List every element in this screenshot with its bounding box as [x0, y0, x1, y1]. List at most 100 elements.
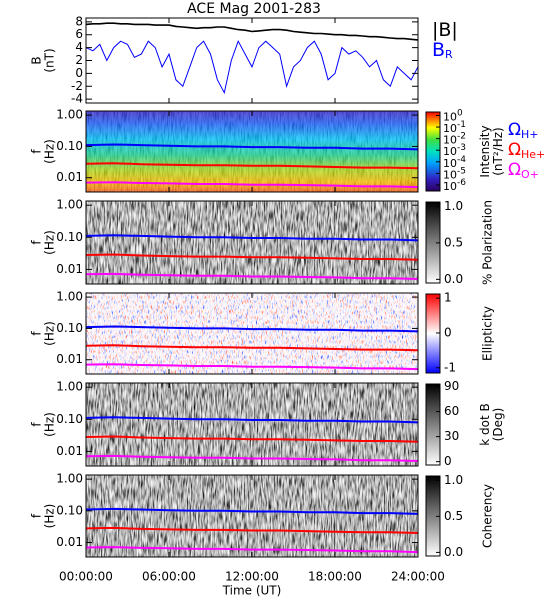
- spectrogram-texture: [86, 383, 418, 466]
- legend-entry: ΩH+: [508, 120, 539, 141]
- colorbar-tick-label: 0.0: [444, 545, 463, 559]
- legend-name: Ω: [508, 120, 521, 140]
- y-axis-label: f: [30, 240, 44, 245]
- legend-subscript: O+: [521, 168, 539, 181]
- series-line: [85, 39, 419, 95]
- colorbar-tick-exponent: -2: [457, 131, 466, 141]
- x-tick-label: 12:00:00: [225, 570, 279, 584]
- legend-subscript: He+: [521, 148, 545, 161]
- legend-subscript: R: [445, 48, 453, 61]
- colorbar-tick-label: 90: [444, 379, 459, 393]
- colorbar: [425, 293, 441, 374]
- y-axis-label: (nT): [43, 48, 57, 72]
- x-tick-label: 00:00:00: [59, 570, 113, 584]
- y-tick-label: 0.01: [56, 170, 83, 184]
- colorbar-label: % Polarization: [481, 200, 495, 285]
- spectrogram-texture: [86, 111, 418, 192]
- y-tick-label: 0.10: [56, 321, 83, 335]
- y-axis-label: (Hz): [43, 321, 57, 346]
- colorbar-tick-label: 10-4: [443, 154, 466, 170]
- colorbar-tick-label: 0: [444, 454, 452, 468]
- y-tick-label: 1.00: [56, 472, 83, 486]
- colorbar-tick-exponent: -6: [457, 177, 466, 187]
- series-line: [85, 325, 419, 333]
- y-axis-label: (Hz): [43, 504, 57, 529]
- y-axis-label: f: [30, 422, 44, 427]
- y-tick-label: 6: [75, 27, 83, 41]
- colorbar-tick-label: 1.0: [444, 473, 463, 487]
- colorbar-label: Coherency: [481, 484, 495, 548]
- colorbar-tick-label: 0.5: [444, 235, 463, 249]
- series-line: [85, 181, 419, 189]
- series-line: [85, 272, 419, 280]
- x-tick-label: 18:00:00: [308, 570, 362, 584]
- legend-subscript: H+: [521, 128, 539, 141]
- legend-name: Ω: [508, 140, 521, 160]
- legend-entry: BR: [432, 39, 453, 62]
- series-line: [85, 546, 419, 554]
- series-line: [85, 22, 419, 41]
- colorbar-label: (Deg): [491, 408, 505, 442]
- colorbar-tick-label: 0.5: [444, 509, 463, 523]
- colorbar-tick-base: 10: [443, 168, 457, 181]
- series-line: [85, 253, 419, 261]
- y-tick-label: 0.10: [56, 139, 83, 153]
- x-tick-label: 06:00:00: [142, 570, 196, 584]
- y-axis-label: (Hz): [43, 139, 57, 164]
- y-tick-label: 0.01: [56, 535, 83, 549]
- legend-entry: |B|: [432, 19, 458, 41]
- y-tick-label: 1.00: [56, 108, 83, 122]
- colorbar-tick-base: 10: [443, 110, 457, 123]
- y-tick-label: -2: [71, 79, 83, 93]
- legend-entry: ΩHe+: [508, 140, 545, 161]
- y-tick-label: 0.01: [56, 262, 83, 276]
- series-line: [85, 363, 419, 371]
- colorbar-label: Intensity: [478, 125, 492, 177]
- y-tick-label: 0.01: [56, 444, 83, 458]
- series-line: [85, 416, 419, 424]
- series-line: [85, 234, 419, 242]
- legend-name: B: [432, 39, 445, 61]
- colorbar-tick-label: 0: [444, 325, 452, 339]
- colorbar-tick-exponent: 0: [457, 108, 463, 118]
- colorbar-label: Ellipticity: [481, 306, 495, 361]
- legend-name: Ω: [508, 160, 521, 180]
- y-tick-label: 0: [75, 66, 83, 80]
- y-axis-label: f: [30, 513, 44, 518]
- colorbar-tick-label: 10-2: [443, 131, 466, 147]
- series-line: [85, 143, 419, 151]
- colorbar-tick-exponent: -1: [457, 120, 466, 130]
- colorbar-tick-exponent: -5: [457, 166, 466, 176]
- colorbar-tick-base: 10: [443, 134, 457, 147]
- colorbar-tick-label: 10-6: [443, 177, 466, 193]
- colorbar-tick-exponent: -3: [457, 143, 466, 153]
- y-axis-label: f: [30, 331, 44, 336]
- y-tick-label: 1.00: [56, 198, 83, 212]
- y-tick-label: 0.01: [56, 352, 83, 366]
- legend-entry: ΩO+: [508, 160, 539, 181]
- colorbar-tick-label: 10-5: [443, 166, 466, 182]
- series-line: [85, 344, 419, 352]
- colorbar-tick-label: -1: [444, 360, 456, 374]
- legend-name: |B|: [432, 19, 458, 41]
- colorbar: [425, 383, 441, 466]
- spectrogram-texture: [86, 475, 418, 557]
- series-line: [85, 526, 419, 534]
- colorbar-tick-label: 1.0: [444, 199, 463, 213]
- series-line: [85, 435, 419, 443]
- colorbar-tick-label: 10-1: [443, 120, 466, 136]
- colorbar: [425, 111, 441, 192]
- colorbar-label: k dot B: [478, 403, 492, 445]
- colorbar-tick-base: 10: [443, 180, 457, 193]
- colorbar-label: (nT²/Hz): [491, 127, 505, 175]
- series-line: [85, 454, 419, 462]
- series-line: [85, 162, 419, 170]
- x-axis-label: Time (UT): [222, 584, 282, 598]
- colorbar-tick-label: 100: [443, 108, 463, 124]
- series-line: [85, 507, 419, 515]
- x-tick-label: 24:00:00: [391, 570, 445, 584]
- y-axis-label: (Hz): [43, 412, 57, 437]
- chart-title: ACE Mag 2001-283: [187, 1, 321, 17]
- y-tick-label: 4: [75, 40, 83, 54]
